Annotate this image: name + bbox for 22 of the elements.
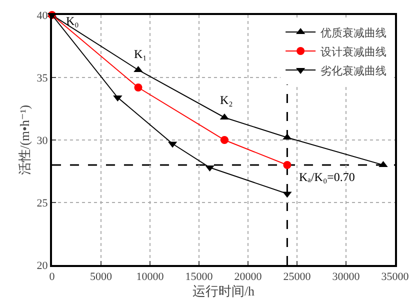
y-tick-label: 35 [36, 72, 48, 84]
y-tick-label: 40 [36, 10, 48, 22]
x-tick-label: 5000 [90, 271, 112, 284]
y-axis-title: 活性/(m•h⁻¹) [17, 104, 32, 176]
annotation: K₂ [220, 93, 233, 107]
x-tick-label: 35000 [381, 271, 410, 284]
annotation: K₁ [134, 47, 147, 61]
legend-label: 优质衰减曲线 [320, 26, 387, 40]
x-tick-label: 0 [49, 271, 56, 284]
x-tick-label: 25000 [283, 271, 312, 284]
y-tick-label: 30 [36, 134, 48, 147]
x-tick-label: 20000 [234, 271, 262, 284]
annotation: K₀ [66, 14, 79, 28]
y-tick-label: 25 [36, 197, 48, 210]
x-tick-label: 10000 [136, 271, 164, 284]
annotation: Kₐ/K₀=0.70 [299, 170, 355, 184]
legend-label: 设计衰减曲线 [320, 45, 387, 58]
x-tick-label: 30000 [332, 271, 360, 284]
x-tick-label: 15000 [185, 271, 214, 284]
y-tick-label: 20 [36, 260, 48, 272]
legend-label: 劣化衰减曲线 [320, 64, 387, 78]
x-axis-title: 运行时间/h [192, 283, 256, 298]
